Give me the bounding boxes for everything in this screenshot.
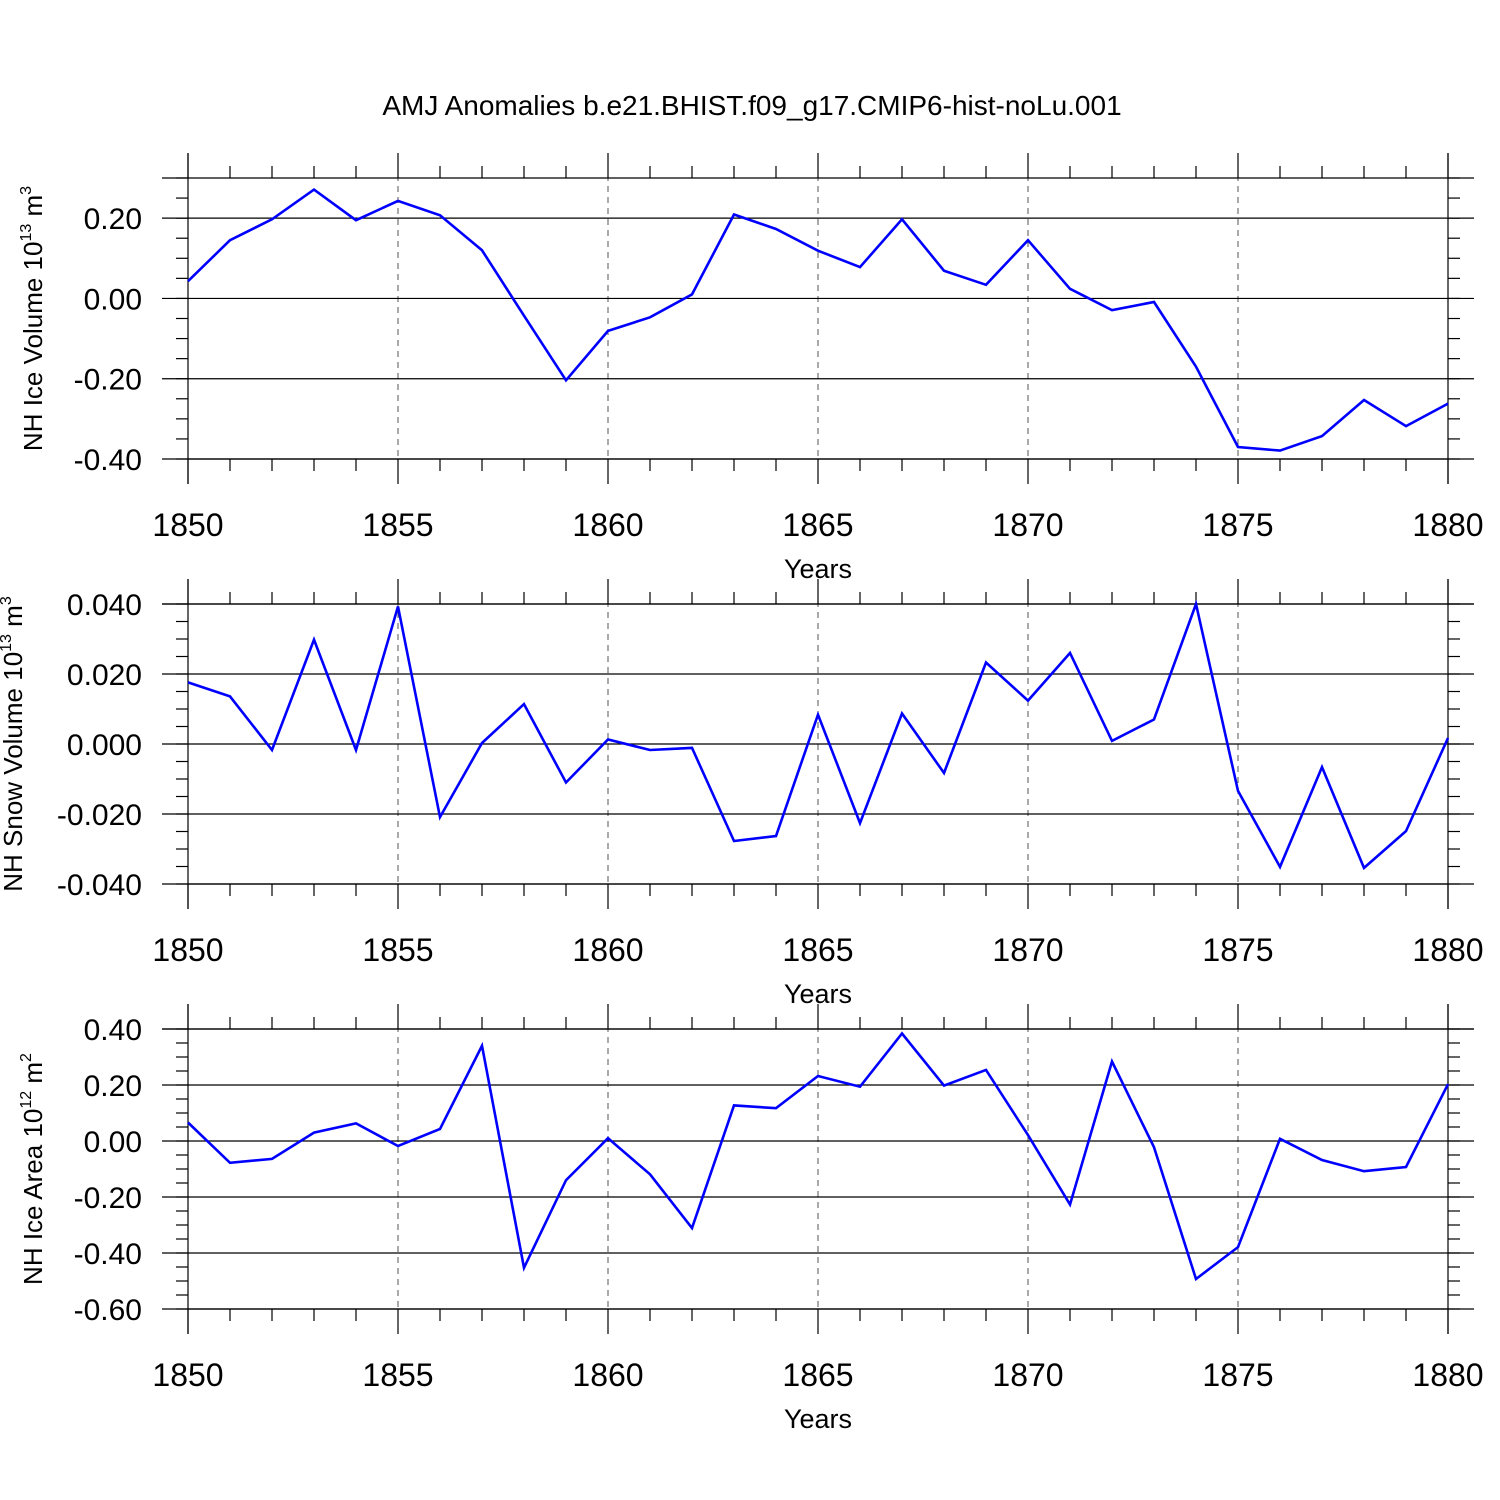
y-axis-label: NH Snow Volume 1013 m3 <box>0 596 28 892</box>
x-tick-label: 1850 <box>152 507 223 543</box>
x-tick-label: 1855 <box>362 932 433 968</box>
y-tick-label: -0.40 <box>74 444 142 477</box>
y-tick-label: 0.00 <box>84 1126 142 1159</box>
x-tick-label: 1855 <box>362 507 433 543</box>
figure-title: AMJ Anomalies b.e21.BHIST.f09_g17.CMIP6-… <box>382 90 1121 121</box>
x-tick-label: 1870 <box>992 932 1063 968</box>
x-tick-label: 1865 <box>782 932 853 968</box>
x-tick-label: 1855 <box>362 1357 433 1393</box>
x-tick-label: 1850 <box>152 932 223 968</box>
x-tick-label: 1875 <box>1202 507 1273 543</box>
x-tick-label: 1880 <box>1412 1357 1483 1393</box>
x-tick-label: 1865 <box>782 1357 853 1393</box>
y-tick-label: -0.020 <box>57 799 142 832</box>
series-line <box>187 187 1449 452</box>
y-tick-label: -0.20 <box>74 364 142 397</box>
series-line <box>187 1031 1450 1282</box>
series-line <box>187 599 1450 871</box>
y-tick-label: 0.00 <box>84 283 142 316</box>
x-tick-label: 1870 <box>992 1357 1063 1393</box>
x-tick-label: 1875 <box>1202 1357 1273 1393</box>
y-tick-label: 0.020 <box>67 659 142 692</box>
y-tick-label: 0.20 <box>84 203 142 236</box>
x-tick-label: 1880 <box>1412 507 1483 543</box>
y-tick-label: 0.20 <box>84 1070 142 1103</box>
x-tick-label: 1860 <box>572 1357 643 1393</box>
y-tick-label: 0.40 <box>84 1014 142 1047</box>
x-tick-label: 1850 <box>152 1357 223 1393</box>
y-axis-label: NH Ice Volume 1013 m3 <box>18 186 48 451</box>
y-tick-label: 0.040 <box>67 589 142 622</box>
x-tick-label: 1875 <box>1202 932 1273 968</box>
y-tick-label: 0.000 <box>67 729 142 762</box>
y-axis-label: NH Ice Area 1012 m2 <box>18 1053 48 1285</box>
x-tick-label: 1860 <box>572 932 643 968</box>
x-tick-label: 1865 <box>782 507 853 543</box>
y-tick-label: -0.20 <box>74 1182 142 1215</box>
panel-1: -0.40 -0.20 0.00 0.20 1850 1855 1860 1865 1870 18… <box>18 153 1484 584</box>
panel-3: -0.60 -0.40 -0.20 0.00 0.20 0.40 1850 1855 1860 1… <box>18 1004 1484 1434</box>
x-tick-label: 1870 <box>992 507 1063 543</box>
y-tick-label: -0.60 <box>74 1294 142 1327</box>
panel-2: -0.040 -0.020 0.000 0.020 0.040 1850 1855 1860 1… <box>0 579 1484 1009</box>
x-axis-label: Years <box>784 1404 852 1434</box>
y-tick-label: -0.040 <box>57 869 142 902</box>
x-tick-label: 1860 <box>572 507 643 543</box>
x-tick-label: 1880 <box>1412 932 1483 968</box>
y-tick-label: -0.40 <box>74 1238 142 1271</box>
